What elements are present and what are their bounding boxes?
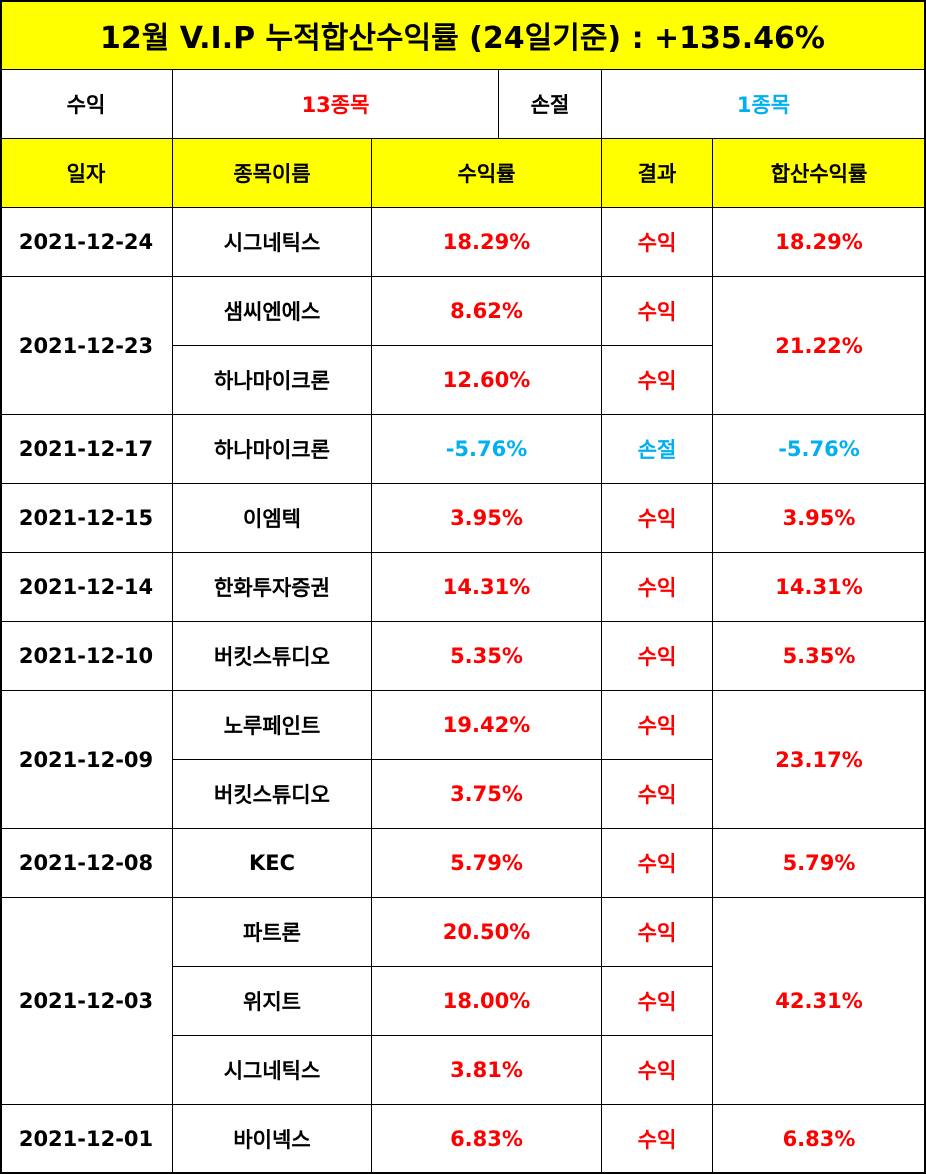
row-return: 5.35% — [372, 622, 602, 691]
loss-label: 손절 — [499, 70, 602, 139]
row-result: 수익 — [602, 691, 713, 760]
row-result: 수익 — [602, 208, 713, 277]
row-result: 수익 — [602, 1036, 713, 1105]
row-stock: 위지트 — [173, 967, 372, 1036]
row-stock: 파트론 — [173, 898, 372, 967]
row-combined: 23.17% — [713, 691, 926, 829]
row-date: 2021-12-15 — [0, 484, 173, 553]
header-return: 수익률 — [372, 139, 602, 208]
row-return: 18.00% — [372, 967, 602, 1036]
row-result: 수익 — [602, 622, 713, 691]
row-result: 수익 — [602, 967, 713, 1036]
table-title: 12월 V.I.P 누적합산수익률 (24일기준) : +135.46% — [0, 0, 926, 70]
row-stock: 노루페인트 — [173, 691, 372, 760]
row-stock: 시그네틱스 — [173, 208, 372, 277]
row-result: 수익 — [602, 484, 713, 553]
row-stock: 바이넥스 — [173, 1105, 372, 1174]
row-result: 수익 — [602, 277, 713, 346]
loss-count: 1종목 — [602, 70, 926, 139]
header-result: 결과 — [602, 139, 713, 208]
row-combined: 5.79% — [713, 829, 926, 898]
row-combined: 14.31% — [713, 553, 926, 622]
row-date: 2021-12-17 — [0, 415, 173, 484]
row-date: 2021-12-03 — [0, 898, 173, 1105]
row-return: 14.31% — [372, 553, 602, 622]
row-return: 6.83% — [372, 1105, 602, 1174]
row-date: 2021-12-08 — [0, 829, 173, 898]
row-return: -5.76% — [372, 415, 602, 484]
row-stock: KEC — [173, 829, 372, 898]
row-result: 수익 — [602, 346, 713, 415]
row-return: 12.60% — [372, 346, 602, 415]
row-result: 손절 — [602, 415, 713, 484]
row-return: 5.79% — [372, 829, 602, 898]
header-combined: 합산수익률 — [713, 139, 926, 208]
header-stock: 종목이름 — [173, 139, 372, 208]
row-return: 8.62% — [372, 277, 602, 346]
header-date: 일자 — [0, 139, 173, 208]
row-result: 수익 — [602, 898, 713, 967]
row-stock: 이엠텍 — [173, 484, 372, 553]
row-date: 2021-12-23 — [0, 277, 173, 415]
row-combined: 42.31% — [713, 898, 926, 1105]
row-return: 18.29% — [372, 208, 602, 277]
profit-label: 수익 — [0, 70, 173, 139]
row-result: 수익 — [602, 829, 713, 898]
row-date: 2021-12-09 — [0, 691, 173, 829]
row-return: 3.75% — [372, 760, 602, 829]
row-combined: 21.22% — [713, 277, 926, 415]
row-return: 19.42% — [372, 691, 602, 760]
row-stock: 하나마이크론 — [173, 415, 372, 484]
row-combined: -5.76% — [713, 415, 926, 484]
row-stock: 샘씨엔에스 — [173, 277, 372, 346]
row-stock: 버킷스튜디오 — [173, 622, 372, 691]
row-combined: 18.29% — [713, 208, 926, 277]
row-result: 수익 — [602, 760, 713, 829]
row-stock: 한화투자증권 — [173, 553, 372, 622]
row-return: 3.81% — [372, 1036, 602, 1105]
row-combined: 6.83% — [713, 1105, 926, 1174]
row-return: 20.50% — [372, 898, 602, 967]
row-result: 수익 — [602, 553, 713, 622]
profit-count: 13종목 — [173, 70, 499, 139]
row-stock: 하나마이크론 — [173, 346, 372, 415]
row-stock: 버킷스튜디오 — [173, 760, 372, 829]
row-return: 3.95% — [372, 484, 602, 553]
row-date: 2021-12-10 — [0, 622, 173, 691]
row-stock: 시그네틱스 — [173, 1036, 372, 1105]
row-combined: 5.35% — [713, 622, 926, 691]
row-date: 2021-12-24 — [0, 208, 173, 277]
row-result: 수익 — [602, 1105, 713, 1174]
row-date: 2021-12-01 — [0, 1105, 173, 1174]
row-date: 2021-12-14 — [0, 553, 173, 622]
row-combined: 3.95% — [713, 484, 926, 553]
